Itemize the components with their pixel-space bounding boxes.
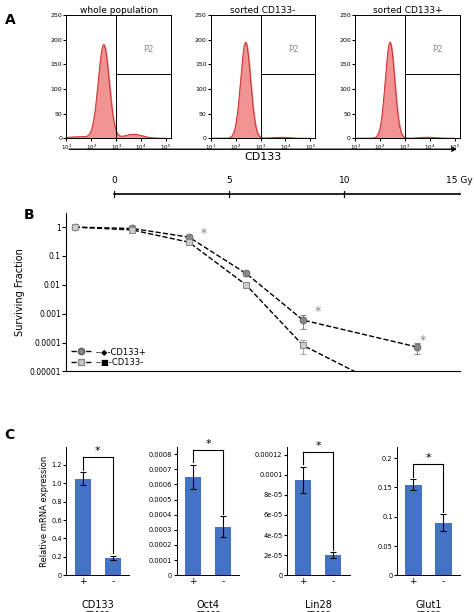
Text: P2: P2 [288, 45, 298, 54]
Text: *: * [420, 334, 426, 347]
Text: 5: 5 [226, 176, 232, 185]
Text: 0: 0 [111, 176, 117, 185]
Legend: --◆-CD133+, --■-CD133-: --◆-CD133+, --■-CD133- [71, 347, 146, 367]
Bar [215, 527, 231, 575]
Bar [74, 479, 91, 575]
Text: *: * [315, 441, 321, 450]
Text: 15 Gy: 15 Gy [447, 176, 473, 185]
Text: *: * [205, 439, 211, 449]
Text: CD133: CD133 [85, 611, 110, 612]
Text: A: A [5, 13, 16, 28]
Y-axis label: Relative mRNA expression: Relative mRNA expression [40, 455, 49, 567]
Bar [435, 523, 452, 575]
Text: *: * [426, 453, 431, 463]
Text: *: * [201, 227, 207, 240]
Y-axis label: Surviving Fraction: Surviving Fraction [15, 248, 25, 337]
Text: P2: P2 [144, 45, 154, 54]
Text: CD133: CD133 [195, 611, 221, 612]
Bar [405, 485, 421, 575]
Title: sorted CD133+: sorted CD133+ [373, 6, 442, 15]
X-axis label: Glut1: Glut1 [415, 600, 442, 610]
X-axis label: CD133: CD133 [82, 600, 114, 610]
Bar [185, 477, 201, 575]
Text: C: C [5, 428, 15, 442]
Text: CD133: CD133 [305, 611, 331, 612]
Title: whole population: whole population [80, 6, 158, 15]
Bar [295, 480, 311, 575]
Text: *: * [314, 305, 320, 318]
Title: sorted CD133-: sorted CD133- [230, 6, 296, 15]
Text: B: B [24, 207, 34, 222]
Bar [105, 558, 121, 575]
Bar [325, 555, 341, 575]
Text: CD133: CD133 [416, 611, 441, 612]
X-axis label: Lin28: Lin28 [305, 600, 332, 610]
Text: 10: 10 [339, 176, 350, 185]
X-axis label: Oct4: Oct4 [197, 600, 219, 610]
Text: P2: P2 [432, 45, 443, 54]
Text: CD133: CD133 [245, 152, 282, 162]
Text: *: * [95, 446, 100, 456]
